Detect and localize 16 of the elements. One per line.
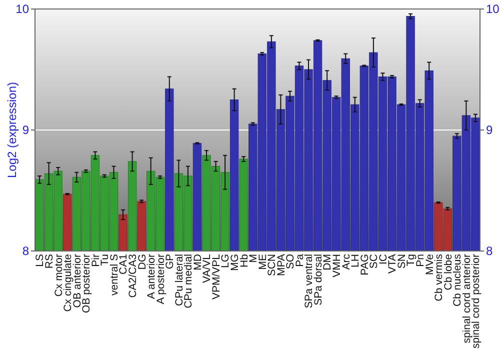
x-tick-label: spinal cord posterior (470, 253, 482, 349)
y2-tick-label: 10 (486, 2, 500, 16)
y-tick-label: 10 (16, 2, 30, 16)
y-axis-title: Log2 (expression) (5, 82, 20, 178)
y2-tick-label: 8 (486, 244, 493, 258)
x-tick-label: DG (136, 254, 148, 270)
x-tick-label: DM (322, 254, 334, 270)
y2-tick-label: 9 (486, 123, 493, 138)
y-tick-label: 8 (22, 244, 30, 258)
x-tick-label: MVe (424, 254, 436, 276)
x-tick-label: Hb (238, 254, 250, 268)
x-tick-label: Tg (405, 254, 418, 266)
x-tick-label: Cb lobe (442, 254, 454, 290)
x-tick-label: SPa dorsal (312, 254, 324, 306)
x-tick-label: GP (164, 254, 176, 270)
y-tick-label: 9 (22, 123, 30, 138)
